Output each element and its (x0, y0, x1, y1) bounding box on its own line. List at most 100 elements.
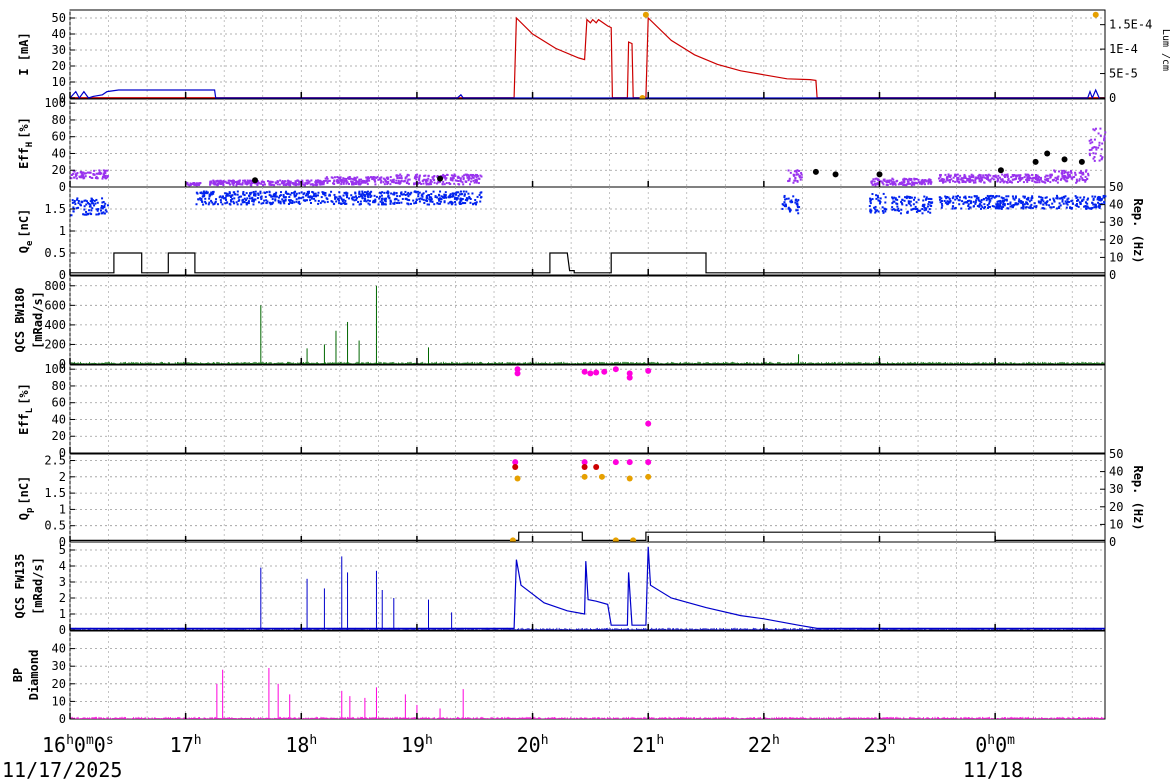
scatter-point (1064, 175, 1067, 178)
scatter-point (474, 173, 477, 176)
scatter-point (408, 199, 411, 202)
scatter-point (340, 178, 343, 181)
scatter-point (453, 197, 456, 200)
scatter-point (1084, 170, 1087, 173)
scatter-point (974, 181, 977, 184)
scatter-point (927, 181, 930, 184)
scatter-point (444, 191, 447, 194)
scatter-point (363, 199, 366, 202)
scatter-point (392, 193, 395, 196)
scatter-point (238, 199, 241, 202)
scatter-point (1019, 200, 1022, 203)
scatter-point (373, 194, 376, 197)
scatter-point (974, 202, 977, 205)
scatter-point (287, 180, 290, 183)
scatter-point (784, 198, 787, 201)
scatter-point (998, 195, 1001, 198)
scatter-point (425, 190, 428, 193)
scatter-point (923, 183, 926, 186)
scatter-point (1085, 205, 1088, 208)
scatter-point (1090, 148, 1093, 151)
scatter-point (905, 204, 908, 207)
scatter-point (422, 198, 425, 201)
scatter-point (422, 182, 425, 185)
scatter-point (1012, 175, 1015, 178)
scatter-point (353, 178, 356, 181)
scatter-point (893, 181, 896, 184)
scatter-point (898, 195, 901, 198)
scatter-point (1027, 198, 1030, 201)
scatter-point (874, 182, 877, 185)
scatter-point (216, 203, 219, 206)
scatter-point (943, 199, 946, 202)
ytick-label: 20 (52, 429, 66, 443)
scatter-point (189, 182, 192, 185)
scatter-point (80, 200, 83, 203)
scatter-point (398, 177, 401, 180)
scatter-point (444, 178, 447, 181)
scatter-point (950, 178, 953, 181)
scatter-point (1025, 206, 1028, 209)
scatter-point (432, 179, 435, 182)
scatter-point (333, 183, 336, 186)
scatter-point (293, 183, 296, 186)
scatter-point (432, 175, 435, 178)
scatter-point (278, 196, 281, 199)
scatter-point (1001, 178, 1004, 181)
scatter-point (1088, 152, 1091, 155)
scatter-point (958, 203, 961, 206)
scatter-point (357, 195, 360, 198)
scatter-point (916, 207, 919, 210)
scatter-point (1098, 204, 1101, 207)
scatter-point (1088, 139, 1091, 142)
scatter-point (952, 195, 955, 198)
scatter-point (1014, 196, 1017, 199)
scatter-point (275, 191, 278, 194)
scatter-point (201, 195, 204, 198)
scatter-point (878, 179, 881, 182)
scatter-point (922, 180, 925, 183)
ylabel-main: Eff (17, 413, 31, 435)
scatter-point (338, 199, 341, 202)
scatter-point (387, 180, 390, 183)
scatter-point (382, 177, 385, 180)
scatter-point (1098, 197, 1101, 200)
data-point (512, 464, 519, 471)
scatter-point (427, 174, 430, 177)
scatter-point (888, 180, 891, 183)
scatter-point (342, 182, 345, 185)
scatter-point (210, 199, 213, 202)
scatter-point (272, 201, 275, 204)
scatter-point (324, 179, 327, 182)
scatter-point (82, 213, 85, 216)
scatter-point (1033, 180, 1036, 183)
scatter-point (276, 180, 279, 183)
scatter-point (336, 179, 339, 182)
scatter-point (313, 193, 316, 196)
ytick-label: 40 (52, 27, 66, 41)
scatter-point (929, 201, 932, 204)
scatter-point (388, 196, 391, 199)
series-line-0 (70, 546, 1105, 629)
scatter-point (1078, 178, 1081, 181)
scatter-point (414, 200, 417, 203)
scatter-point (209, 194, 212, 197)
scatter-point (79, 171, 82, 174)
scatter-point (369, 191, 372, 194)
scatter-point (461, 175, 464, 178)
scatter-point (871, 193, 874, 196)
scatter-point (902, 183, 905, 186)
scatter-point (964, 195, 967, 198)
scatter-point (363, 195, 366, 198)
scatter-point (269, 194, 272, 197)
scatter-point (985, 199, 988, 202)
scatter-point (929, 180, 932, 183)
scatter-point (282, 195, 285, 198)
scatter-point (1005, 198, 1008, 201)
scatter-point (1077, 199, 1080, 202)
scatter-point (355, 198, 358, 201)
scatter-point (1011, 174, 1014, 177)
scatter-point (249, 179, 252, 182)
scatter-point (1093, 206, 1096, 209)
